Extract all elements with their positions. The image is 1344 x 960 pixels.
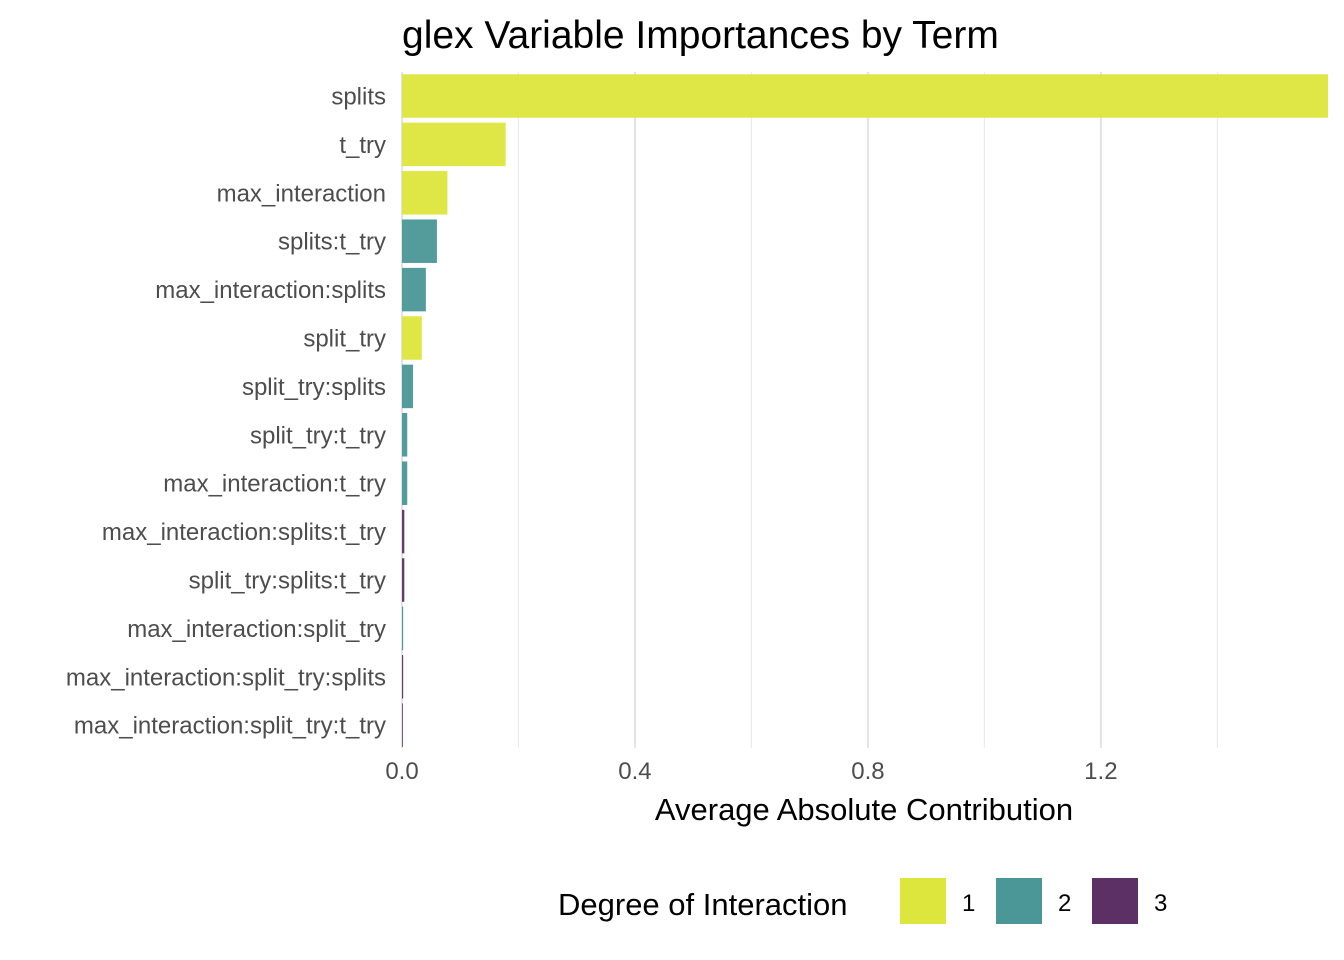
category-label: split_try:splits:t_try [189, 568, 386, 595]
category-label: splits:t_try [278, 229, 386, 256]
legend-label-2: 2 [1058, 890, 1071, 917]
bar-t-try [402, 122, 506, 167]
bar-max-interaction-split-try-splits [402, 655, 404, 699]
category-label: max_interaction:split_try [127, 616, 386, 643]
category-label: max_interaction:split_try:t_try [74, 713, 386, 740]
bar-splits-t-try [402, 219, 437, 263]
category-label: t_try [339, 132, 386, 159]
bars [402, 74, 1328, 747]
x-tick-label: 0.0 [385, 758, 418, 785]
bar-split-try-splits-t-try [402, 558, 405, 602]
category-label: split_try [303, 326, 386, 353]
legend-key-1 [900, 878, 946, 924]
bar-split-try-splits [402, 364, 414, 409]
legend-title: Degree of Interaction [558, 887, 848, 922]
bar-split-try-t-try [402, 413, 408, 457]
legend-key-2 [996, 878, 1042, 924]
bar-max-interaction-split-try [402, 606, 404, 651]
bar-max-interaction-splits [402, 267, 426, 312]
category-label: split_try:t_try [250, 422, 386, 449]
x-tick-labels: 0.0 0.4 0.8 1.2 [385, 758, 1117, 785]
legend: Degree of Interaction 1 2 3 [558, 878, 1167, 924]
category-label: max_interaction:splits:t_try [102, 519, 386, 546]
bar-max-interaction-split-try-t-try [402, 703, 403, 747]
legend-items: 1 2 3 [900, 878, 1167, 924]
legend-label-1: 1 [962, 890, 975, 917]
x-tick-label: 1.2 [1084, 758, 1117, 785]
bar-max-interaction [402, 171, 448, 215]
x-axis-title: Average Absolute Contribution [655, 792, 1073, 827]
category-label: max_interaction:t_try [163, 471, 386, 498]
category-label: max_interaction:splits [155, 277, 386, 304]
legend-label-3: 3 [1154, 890, 1167, 917]
bar-split-try [402, 316, 422, 360]
category-label: max_interaction [217, 180, 386, 207]
legend-key-3 [1092, 878, 1138, 924]
bar-splits [402, 74, 1328, 118]
x-tick-label: 0.4 [618, 758, 651, 785]
gridlines [401, 72, 1218, 748]
category-label: splits [331, 84, 386, 111]
category-label: max_interaction:split_try:splits [66, 664, 386, 691]
bar-max-interaction-t-try [402, 461, 408, 505]
bar-max-interaction-splits-t-try [402, 509, 405, 554]
x-tick-label: 0.8 [851, 758, 884, 785]
category-labels: splits t_try max_interaction splits:t_tryma… [66, 84, 386, 740]
chart-title: glex Variable Importances by Term [402, 14, 999, 57]
category-label: split_try:splits [242, 374, 386, 401]
